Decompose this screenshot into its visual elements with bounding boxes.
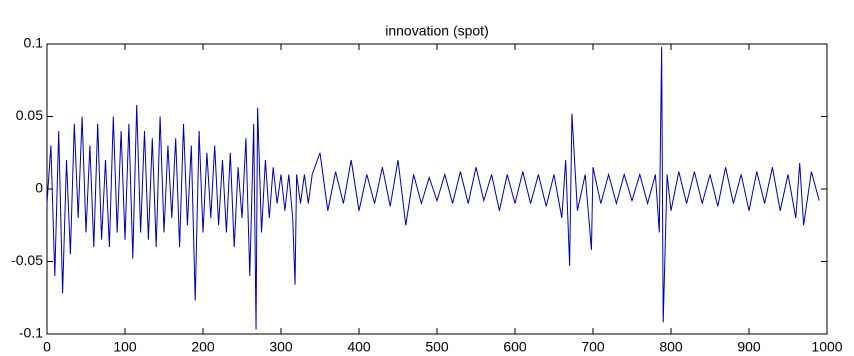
y-tick-label: -0.05 bbox=[11, 252, 43, 268]
x-tick-label: 0 bbox=[43, 339, 51, 355]
x-tick-label: 700 bbox=[581, 339, 605, 355]
x-tick-label: 500 bbox=[425, 339, 449, 355]
y-tick-label: 0.1 bbox=[24, 35, 44, 51]
plot-frame bbox=[46, 43, 828, 335]
y-tick-label: -0.1 bbox=[19, 325, 43, 341]
x-tick-label: 1000 bbox=[811, 339, 842, 355]
x-tick-label: 300 bbox=[269, 339, 293, 355]
chart-title: innovation (spot) bbox=[385, 23, 489, 39]
x-tick-label: 600 bbox=[503, 339, 527, 355]
x-tick-label: 900 bbox=[737, 339, 761, 355]
x-tick-label: 800 bbox=[659, 339, 683, 355]
y-tick-label: 0 bbox=[35, 180, 43, 196]
y-tick-label: 0.05 bbox=[16, 107, 43, 123]
x-tick-label: 100 bbox=[113, 339, 137, 355]
x-tick-label: 400 bbox=[347, 339, 371, 355]
data-line bbox=[46, 46, 820, 330]
x-tick-label: 200 bbox=[191, 339, 215, 355]
